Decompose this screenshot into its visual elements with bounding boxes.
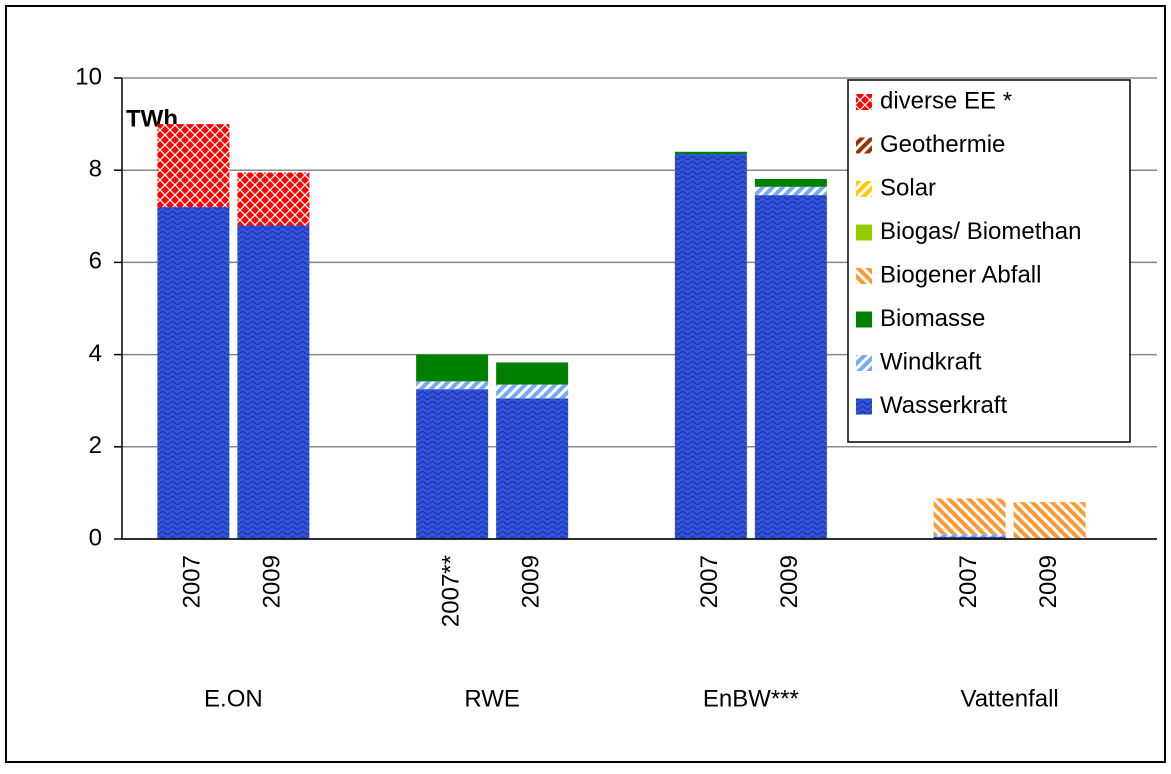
- legend-label: Biomasse: [880, 305, 985, 332]
- y-tick-label: 8: [89, 156, 102, 183]
- bar-segment: [416, 354, 489, 382]
- legend-label: Windkraft: [880, 348, 982, 375]
- group-label: E.ON: [204, 685, 263, 712]
- legend-swatch: [856, 181, 872, 197]
- bar-segment: [416, 389, 489, 539]
- bar-segment: [496, 398, 569, 539]
- bar-segment: [237, 172, 310, 226]
- bar-segment: [157, 124, 230, 208]
- legend-swatch: [856, 398, 872, 415]
- legend-swatch: [856, 137, 872, 154]
- bar-segment: [674, 154, 747, 539]
- bar-segment: [754, 195, 827, 539]
- y-tick-label: 0: [89, 524, 102, 551]
- y-tick-label: 4: [89, 340, 102, 367]
- legend-swatch: [856, 268, 872, 284]
- legend-box: [847, 79, 1131, 443]
- legend-label: Solar: [880, 174, 936, 201]
- legend-label: Wasserkraft: [880, 392, 1007, 419]
- group-label: RWE: [464, 685, 520, 712]
- bar-segment: [754, 186, 827, 196]
- y-tick-label: 6: [89, 248, 102, 275]
- legend-swatch: [856, 311, 872, 328]
- bar-segment: [416, 381, 489, 390]
- x-tick-label: 2007: [955, 555, 982, 608]
- x-tick-label: 2009: [259, 555, 286, 608]
- legend-swatch: [856, 224, 872, 241]
- bar-segment: [933, 498, 1006, 535]
- x-tick-label: 2007: [696, 555, 723, 608]
- bar-segment: [237, 225, 310, 539]
- bar-segment: [933, 536, 1006, 539]
- x-tick-label: 2009: [517, 555, 544, 608]
- bar-segment: [496, 384, 569, 399]
- x-tick-label: 2009: [776, 555, 803, 608]
- x-tick-label: 2007**: [437, 555, 464, 627]
- bar-segment: [933, 534, 1006, 537]
- group-label: EnBW***: [703, 685, 799, 712]
- bar-segment: [1013, 502, 1086, 539]
- x-tick-label: 2007: [179, 555, 206, 608]
- x-tick-label: 2009: [1035, 555, 1062, 608]
- legend-label: diverse EE *: [880, 87, 1012, 114]
- legend-swatch: [856, 355, 872, 371]
- y-tick-label: 10: [75, 63, 102, 90]
- legend-label: Biogas/ Biomethan: [880, 218, 1081, 245]
- bar-segment: [754, 178, 827, 187]
- y-tick-label: 2: [89, 432, 102, 459]
- bar-segment: [496, 362, 569, 385]
- group-label: Vattenfall: [960, 685, 1058, 712]
- legend-label: Biogener Abfall: [880, 261, 1041, 288]
- legend-swatch: [856, 94, 872, 110]
- bar-segment: [157, 207, 230, 539]
- legend-label: Geothermie: [880, 131, 1005, 158]
- bar-segment: [674, 151, 747, 155]
